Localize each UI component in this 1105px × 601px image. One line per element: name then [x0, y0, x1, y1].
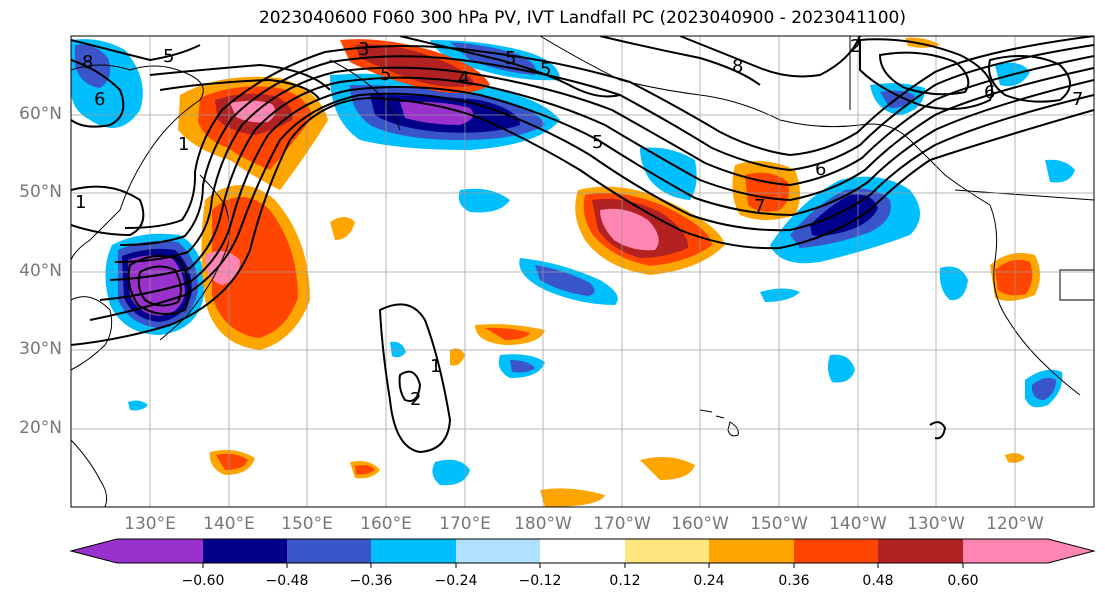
- colorbar-tick-label: 0.24: [693, 573, 725, 589]
- contour-label: 4: [458, 68, 469, 89]
- colorbar-tick-label: 0.60: [947, 573, 979, 589]
- colorbar-segment: [963, 539, 1048, 563]
- colorbar-segment: [709, 539, 794, 563]
- contour-label: 7: [1072, 89, 1083, 110]
- contour-label: 5: [505, 48, 516, 69]
- colorbar-extend-low: [71, 539, 117, 563]
- map-area: 5 5 5 5 8 6 6 7 7 6 2 3 4 1 1 2 1 8 5: [71, 36, 1094, 507]
- contour-label: 1: [75, 192, 86, 213]
- colorbar-tick-label: 0.12: [609, 573, 641, 589]
- lon-label: 170°E: [439, 514, 491, 534]
- lon-label: 160°E: [360, 514, 412, 534]
- pv-contours: [71, 36, 1094, 454]
- map-title: 2023040600 F060 300 hPa PV, IVT Landfall…: [258, 8, 906, 28]
- lat-label: 20°N: [19, 418, 62, 438]
- contour-label: 2: [850, 36, 861, 57]
- colorbar-segment: [456, 539, 540, 563]
- lon-label: 130°E: [124, 514, 176, 534]
- lon-label: 180°W: [514, 514, 572, 534]
- lat-label: 30°N: [19, 339, 62, 359]
- colorbar-extend-high: [1048, 539, 1094, 563]
- colorbar-segment: [878, 539, 963, 563]
- contour-label: 7: [754, 196, 765, 217]
- colorbar-tick-label: −0.36: [349, 573, 393, 589]
- contour-label: 6: [815, 159, 826, 180]
- map-frame: [70, 35, 1095, 508]
- colorbar-tick-label: −0.48: [265, 573, 309, 589]
- lon-label: 130°W: [907, 514, 965, 534]
- lon-label: 120°W: [986, 514, 1044, 534]
- colorbar-segment: [117, 539, 203, 563]
- colorbar-segment: [540, 539, 625, 563]
- colorbar-tick-label: 0.48: [862, 573, 894, 589]
- contour-label: 1: [178, 134, 189, 155]
- colorbar-tick-label: −0.12: [518, 573, 562, 589]
- contour-label: 8: [82, 52, 93, 73]
- lon-label: 140°W: [829, 514, 887, 534]
- contour-labels: 5 5 5 5 8 6 6 7 7 6 2 3 4 1 1 2 1 8 5: [75, 36, 1083, 410]
- lat-label: 60°N: [19, 104, 62, 124]
- lon-label: 160°W: [671, 514, 729, 534]
- colorbar-segment: [203, 539, 287, 563]
- gridlines: [71, 36, 1094, 507]
- contour-label: 5: [540, 59, 551, 80]
- contour-label: 5: [592, 132, 603, 153]
- colorbar-outline: [69, 538, 1096, 564]
- colorbar-segment: [371, 539, 456, 563]
- contour-label: 2: [410, 389, 421, 410]
- lon-label: 170°W: [593, 514, 651, 534]
- contour-label: 6: [984, 82, 995, 103]
- colorbar: [69, 538, 1096, 568]
- colorbar-segment: [794, 539, 878, 563]
- contour-label: 1: [430, 356, 441, 377]
- lon-label: 140°E: [203, 514, 255, 534]
- lat-label: 50°N: [19, 182, 62, 202]
- colorbar-tick-label: −0.60: [181, 573, 225, 589]
- colorbar-ticks: [202, 563, 964, 568]
- contour-label: 5: [380, 64, 391, 85]
- lat-label: 40°N: [19, 261, 62, 281]
- colorbar-segment: [287, 539, 371, 563]
- contour-label: 8: [732, 56, 743, 77]
- contour-label: 3: [358, 39, 369, 60]
- contour-label: 5: [163, 46, 174, 67]
- colorbar-tick-label: 0.36: [778, 573, 810, 589]
- colorbar-tick-label: −0.24: [434, 573, 478, 589]
- contour-label: 6: [94, 89, 105, 110]
- lon-label: 150°W: [750, 514, 808, 534]
- lon-label: 150°E: [281, 514, 333, 534]
- colorbar-segment: [625, 539, 709, 563]
